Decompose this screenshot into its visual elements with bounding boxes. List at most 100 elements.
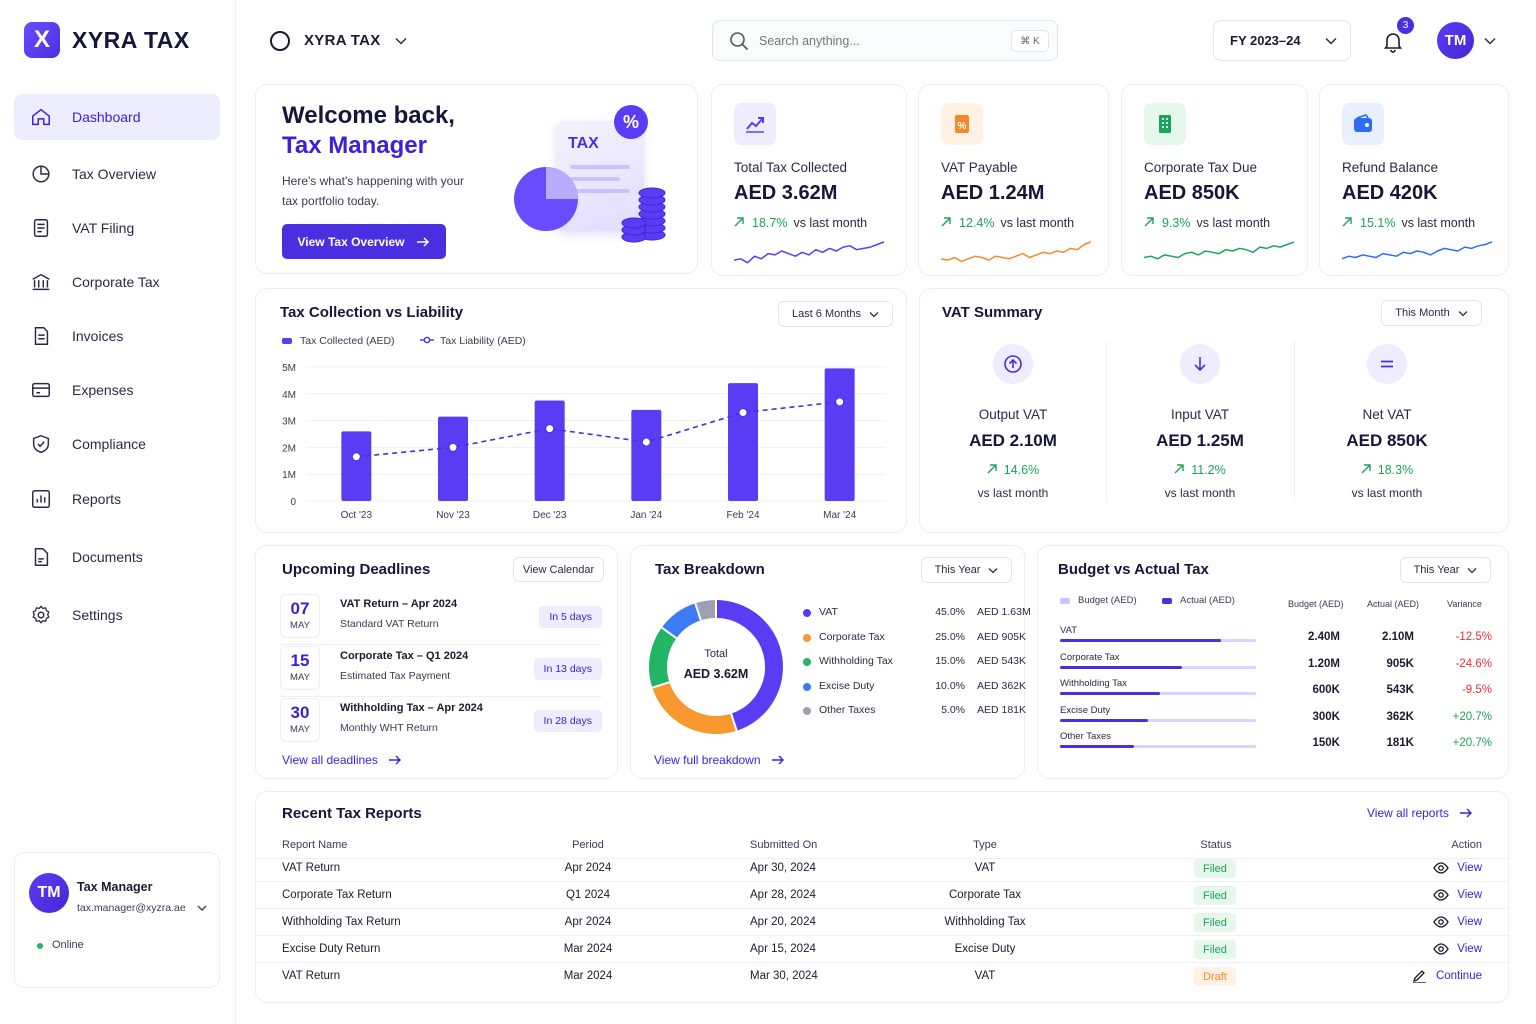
bar-tax-collected[interactable] bbox=[534, 400, 565, 502]
liability-point[interactable] bbox=[835, 397, 845, 407]
breakdown-legend-item: Excise Duty 10.0% AED 362K bbox=[803, 678, 1031, 698]
eye-icon bbox=[1433, 889, 1450, 901]
deadline-month: MAY bbox=[290, 672, 310, 683]
deadline-item[interactable]: 30 MAY Withholding Tax – Apr 2024 Monthly W… bbox=[280, 698, 602, 742]
row-action-view[interactable]: View bbox=[1433, 915, 1482, 929]
liability-point[interactable] bbox=[641, 437, 651, 447]
header-avatar[interactable]: TM bbox=[1437, 22, 1474, 59]
bar-tax-collected[interactable] bbox=[728, 383, 758, 501]
table-header-row: Report Name Period Submitted On Type Status A… bbox=[256, 832, 1510, 859]
row-action-view[interactable]: View bbox=[1433, 942, 1482, 956]
file-icon bbox=[33, 219, 49, 237]
sidebar-item-invoices[interactable]: Invoices bbox=[14, 313, 220, 359]
chevron-down-icon[interactable] bbox=[395, 37, 407, 45]
budget-track bbox=[1060, 665, 1256, 669]
table-row[interactable]: Corporate Tax Return Q1 2024 Apr 28, 2024 C… bbox=[256, 882, 1510, 909]
sidebar-item-corporate-tax[interactable]: Corporate Tax bbox=[14, 259, 220, 305]
sidebar-item-dashboard[interactable]: Dashboard bbox=[14, 94, 220, 140]
trend-arrow-icon bbox=[1174, 464, 1184, 474]
liability-point[interactable] bbox=[351, 452, 361, 462]
table-row[interactable]: VAT Return Mar 2024 Mar 30, 2024 VAT Draft Co… bbox=[256, 963, 1510, 990]
divider bbox=[1294, 341, 1295, 501]
kpi-card-3[interactable]: Corporate Tax Due AED 850K 9.3% vs last mon… bbox=[1121, 84, 1308, 276]
logo-mark: X bbox=[24, 22, 60, 58]
search-bar[interactable]: ⌘ K bbox=[712, 20, 1058, 61]
x-tick-label: Jan '24 bbox=[630, 510, 662, 521]
trend-up-icon bbox=[746, 117, 764, 133]
kpi-card-4[interactable]: Refund Balance AED 420K 15.1% vs last month bbox=[1319, 84, 1509, 276]
kpi-sparkline bbox=[1342, 241, 1492, 260]
budget-value: 600K bbox=[1312, 684, 1341, 696]
table-row[interactable]: VAT Return Apr 2024 Apr 30, 2024 VAT Filed Vi… bbox=[256, 855, 1510, 882]
row-action-continue[interactable]: Continue bbox=[1412, 969, 1482, 983]
budget-track bbox=[1060, 745, 1256, 748]
donut-slice-corporate-tax[interactable] bbox=[652, 681, 737, 734]
liability-point[interactable] bbox=[738, 408, 748, 418]
legend-amount: AED 362K bbox=[977, 679, 1027, 692]
bar-tax-collected[interactable] bbox=[341, 431, 372, 501]
deadlines-card: Upcoming Deadlines View Calendar 07 MAY VA… bbox=[255, 545, 618, 779]
view-full-breakdown-link[interactable]: View full breakdown bbox=[654, 753, 785, 767]
deadline-item[interactable]: 07 MAY VAT Return – Apr 2024 Standard VAT R… bbox=[280, 594, 602, 645]
cell-name: Withholding Tax Return bbox=[282, 916, 401, 928]
link-label: View all deadlines bbox=[282, 753, 378, 767]
bar-tax-collected[interactable] bbox=[631, 409, 662, 501]
kpi-card-2[interactable]: % VAT Payable AED 1.24M 12.4% vs last month bbox=[918, 84, 1109, 276]
table-row[interactable]: Withholding Tax Return Apr 2024 Apr 20, 20… bbox=[256, 909, 1510, 936]
view-all-reports-link[interactable]: View all reports bbox=[1367, 806, 1473, 820]
kpi-trend: 18.7% vs last month bbox=[734, 216, 867, 230]
donut-slice-excise-duty[interactable] bbox=[661, 603, 702, 639]
col-variance: Variance bbox=[1447, 599, 1482, 609]
view-all-deadlines-link[interactable]: View all deadlines bbox=[282, 753, 402, 767]
budget-row-name: Withholding Tax bbox=[1060, 678, 1127, 689]
budget-period-filter[interactable]: This Year bbox=[1400, 557, 1491, 583]
liability-point[interactable] bbox=[448, 442, 458, 452]
budget-track bbox=[1060, 639, 1256, 642]
y-tick-label: 2M bbox=[282, 443, 296, 454]
liability-point[interactable] bbox=[545, 424, 555, 434]
view-calendar-button[interactable]: View Calendar bbox=[513, 557, 604, 582]
sparkline-path bbox=[734, 241, 884, 264]
breakdown-period-filter[interactable]: This Year bbox=[921, 557, 1012, 583]
deadline-item[interactable]: 15 MAY Corporate Tax – Q1 2024 Estimated Ta… bbox=[280, 646, 602, 697]
vat-icon-circle bbox=[1180, 344, 1220, 384]
vat-period-filter[interactable]: This Month bbox=[1381, 300, 1482, 326]
doc-label: TAX bbox=[568, 135, 599, 152]
sidebar-item-tax-overview[interactable]: Tax Overview bbox=[14, 151, 220, 197]
sidebar-item-settings[interactable]: Settings bbox=[14, 592, 220, 638]
sidebar-item-reports[interactable]: Reports bbox=[14, 476, 220, 522]
view-tax-overview-button[interactable]: View Tax Overview bbox=[282, 224, 446, 259]
welcome-line1: Welcome back, bbox=[282, 102, 455, 129]
row-action-view[interactable]: View bbox=[1433, 861, 1482, 875]
arrow-up-circle-icon bbox=[1004, 355, 1022, 373]
donut-slice-withholding-tax[interactable] bbox=[649, 627, 677, 688]
user-card[interactable]: TM Tax Manager tax.manager@xyzra.ae Onli… bbox=[14, 852, 220, 988]
sidebar-item-compliance[interactable]: Compliance bbox=[14, 421, 220, 467]
brand-logo[interactable]: X XYRA TAX bbox=[24, 22, 190, 58]
y-tick-label: 3M bbox=[282, 417, 296, 428]
donut-slice-other-taxes[interactable] bbox=[695, 600, 717, 621]
budget-value: 300K bbox=[1312, 710, 1341, 723]
chevron-down-icon[interactable] bbox=[1484, 37, 1496, 45]
period-filter[interactable]: Last 6 Months bbox=[778, 301, 893, 327]
table-row[interactable]: Excise Duty Return Mar 2024 Apr 15, 2024 Ex… bbox=[256, 936, 1510, 963]
fiscal-year-select[interactable]: FY 2023–24 bbox=[1213, 20, 1351, 61]
search-input[interactable] bbox=[759, 31, 989, 51]
kpi-card-1[interactable]: Total Tax Collected AED 3.62M 18.7% vs last… bbox=[711, 84, 907, 276]
legend-name: Excise Duty bbox=[819, 679, 875, 692]
chevron-down-icon[interactable] bbox=[197, 904, 207, 912]
org-name[interactable]: XYRA TAX bbox=[304, 32, 381, 49]
section-title: Tax Collection vs Liability bbox=[280, 304, 464, 321]
sidebar-item-vat-filing[interactable]: VAT Filing bbox=[14, 205, 220, 251]
row-action-view[interactable]: View bbox=[1433, 888, 1482, 902]
donut-slice-vat[interactable] bbox=[715, 600, 783, 731]
bell-icon[interactable] bbox=[1381, 29, 1405, 53]
legend-percent: 5.0% bbox=[941, 704, 965, 716]
cell-name: Excise Duty Return bbox=[282, 943, 381, 955]
sidebar-item-documents[interactable]: Documents bbox=[14, 534, 220, 580]
sidebar-item-expenses[interactable]: Expenses bbox=[14, 367, 220, 413]
bar-tax-collected[interactable] bbox=[438, 416, 468, 501]
trend-arrow-icon bbox=[941, 217, 951, 227]
kpi-sparkline bbox=[941, 241, 1091, 263]
bar-tax-collected[interactable] bbox=[824, 368, 855, 501]
